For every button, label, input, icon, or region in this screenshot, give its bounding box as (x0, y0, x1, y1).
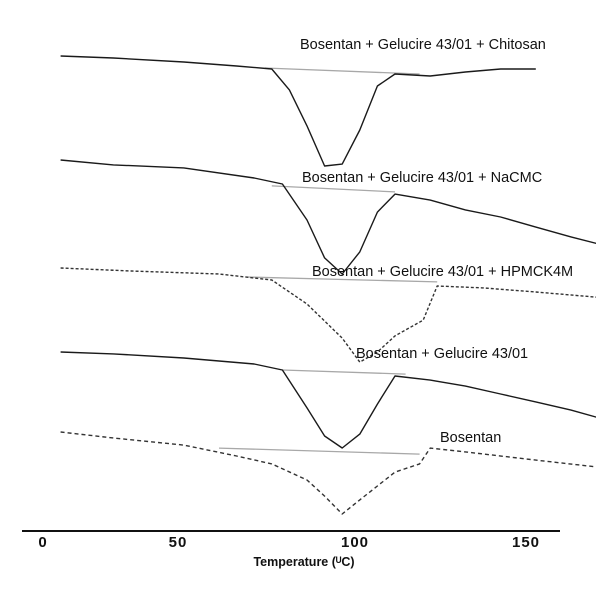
thermogram-curve (60, 55, 536, 167)
series-label: Bosentan (440, 430, 501, 446)
x-axis-title: Temperature (ᵁC) (253, 555, 354, 569)
x-axis-ticks: 0 50 100 150 (38, 534, 540, 551)
series-label: Bosentan + Gelucire 43/01 + Chitosan (300, 37, 546, 53)
peak-baseline (271, 185, 396, 193)
peak-baseline (282, 369, 406, 375)
thermogram-curve (60, 267, 596, 363)
peak-baseline (264, 67, 420, 75)
x-tick-label: 0 (38, 534, 47, 551)
x-tick-label: 100 (341, 534, 369, 551)
series-label: Bosentan + Gelucire 43/01 (356, 346, 528, 362)
x-tick-label: 50 (169, 534, 188, 551)
peak-baseline (247, 276, 438, 283)
thermogram-curves (60, 55, 596, 515)
series-label: Bosentan + Gelucire 43/01 + NaCMC (302, 170, 542, 186)
curve-labels: Bosentan + Gelucire 43/01 + Chitosan Bos… (300, 37, 573, 446)
thermogram-curve (60, 431, 596, 515)
x-tick-label: 150 (512, 534, 540, 551)
thermogram-curve (60, 351, 596, 449)
series-label: Bosentan + Gelucire 43/01 + HPMCK4M (312, 264, 573, 280)
thermogram-curve (60, 159, 596, 275)
peak-baseline (218, 447, 420, 455)
